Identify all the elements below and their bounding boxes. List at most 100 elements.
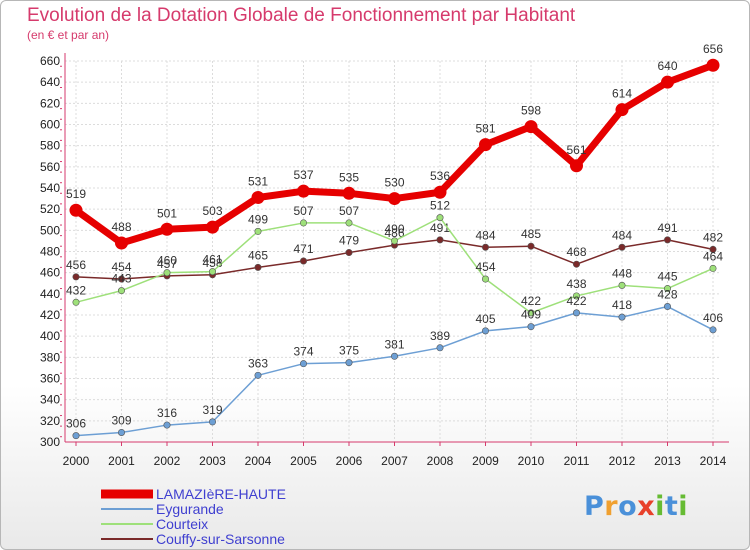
y-tick-label: 580 xyxy=(40,139,60,153)
data-point xyxy=(209,268,217,276)
data-label: 486 xyxy=(384,226,404,240)
data-point xyxy=(709,264,717,272)
data-label: 484 xyxy=(475,228,495,242)
data-point xyxy=(709,245,717,253)
data-label: 443 xyxy=(111,272,131,286)
data-point xyxy=(163,269,171,277)
x-tick-label: 2012 xyxy=(609,454,636,468)
proxiti-logo: Proxiti xyxy=(584,491,688,522)
y-tick-label: 600 xyxy=(40,118,60,132)
data-point xyxy=(345,219,353,227)
data-label: 512 xyxy=(430,199,450,213)
data-label: 316 xyxy=(157,406,177,420)
y-tick-label: 360 xyxy=(40,372,60,386)
data-point xyxy=(527,309,535,317)
logo-letter: t xyxy=(664,491,679,522)
data-point xyxy=(390,352,398,360)
x-tick-label: 2001 xyxy=(108,454,135,468)
data-label: 479 xyxy=(339,234,359,248)
data-point xyxy=(118,275,126,283)
y-tick-label: 560 xyxy=(40,160,60,174)
data-label: 438 xyxy=(566,277,586,291)
y-tick-label: 620 xyxy=(40,96,60,110)
data-label: 381 xyxy=(384,337,404,351)
legend-swatch-eygurande xyxy=(101,508,153,510)
legend-label-eygurande: Eygurande xyxy=(156,501,224,517)
data-label: 454 xyxy=(111,260,131,274)
data-label: 375 xyxy=(339,344,359,358)
data-label: 363 xyxy=(248,356,268,370)
data-point xyxy=(72,432,80,440)
data-point xyxy=(299,360,307,368)
data-label: 519 xyxy=(66,187,86,201)
data-label: 507 xyxy=(339,204,359,218)
data-label: 389 xyxy=(430,329,450,343)
data-point xyxy=(663,236,671,244)
x-tick-label: 2006 xyxy=(336,454,363,468)
x-tick-label: 2000 xyxy=(63,454,90,468)
data-point xyxy=(69,203,83,217)
data-point xyxy=(72,298,80,306)
data-label: 374 xyxy=(293,345,313,359)
data-point xyxy=(254,371,262,379)
data-label: 319 xyxy=(202,403,222,417)
y-tick-label: 460 xyxy=(40,266,60,280)
legend-label-couffy: Couffy-sur-Sarsonne xyxy=(156,531,285,547)
y-tick-label: 400 xyxy=(40,329,60,343)
data-label: 468 xyxy=(566,245,586,259)
legend-label-lamaziere: LAMAZIèRE-HAUTE xyxy=(156,486,286,502)
data-point xyxy=(118,287,126,295)
data-label: 537 xyxy=(293,168,313,182)
data-point xyxy=(254,227,262,235)
data-point xyxy=(72,273,80,281)
y-tick-label: 420 xyxy=(40,308,60,322)
x-tick-label: 2014 xyxy=(700,454,727,468)
data-point xyxy=(615,103,629,117)
data-label: 448 xyxy=(612,266,632,280)
data-label: 499 xyxy=(248,212,268,226)
data-label: 536 xyxy=(430,169,450,183)
y-tick-label: 320 xyxy=(40,414,60,428)
data-label: 491 xyxy=(657,221,677,235)
x-tick-label: 2013 xyxy=(654,454,681,468)
x-tick-label: 2003 xyxy=(199,454,226,468)
data-point xyxy=(297,184,310,198)
data-point xyxy=(436,214,444,222)
x-tick-label: 2004 xyxy=(245,454,272,468)
data-point xyxy=(618,281,626,289)
data-label: 488 xyxy=(111,220,131,234)
chart-subtitle: (en € et par an) xyxy=(27,28,110,42)
data-label: 503 xyxy=(202,204,222,218)
data-label: 598 xyxy=(521,104,541,118)
data-label: 454 xyxy=(475,260,495,274)
data-label: 656 xyxy=(703,42,723,56)
data-label: 422 xyxy=(521,294,541,308)
logo-letter: i xyxy=(655,491,665,522)
x-tick-label: 2011 xyxy=(564,454,590,468)
data-point xyxy=(345,249,353,257)
data-label: 418 xyxy=(612,298,632,312)
data-point xyxy=(436,344,444,352)
data-point xyxy=(479,138,492,152)
data-label: 507 xyxy=(293,204,313,218)
data-label: 581 xyxy=(475,122,495,136)
y-tick-label: 440 xyxy=(40,287,60,301)
y-tick-label: 340 xyxy=(40,393,60,407)
chart-title: Evolution de la Dotation Globale de Fonc… xyxy=(27,5,576,26)
data-label: 640 xyxy=(657,59,677,73)
data-point xyxy=(527,242,535,250)
data-point xyxy=(390,237,398,245)
y-tick-label: 480 xyxy=(40,245,60,259)
data-point xyxy=(433,185,447,199)
data-point xyxy=(436,236,444,244)
data-point xyxy=(163,421,171,429)
y-tick-label: 540 xyxy=(40,181,60,195)
y-tick-label: 500 xyxy=(40,223,60,237)
data-point xyxy=(118,428,126,436)
data-point xyxy=(661,75,674,89)
x-tick-label: 2002 xyxy=(154,454,181,468)
data-label: 482 xyxy=(703,230,723,244)
logo-letter: P xyxy=(584,491,605,522)
data-label: 501 xyxy=(157,206,177,220)
